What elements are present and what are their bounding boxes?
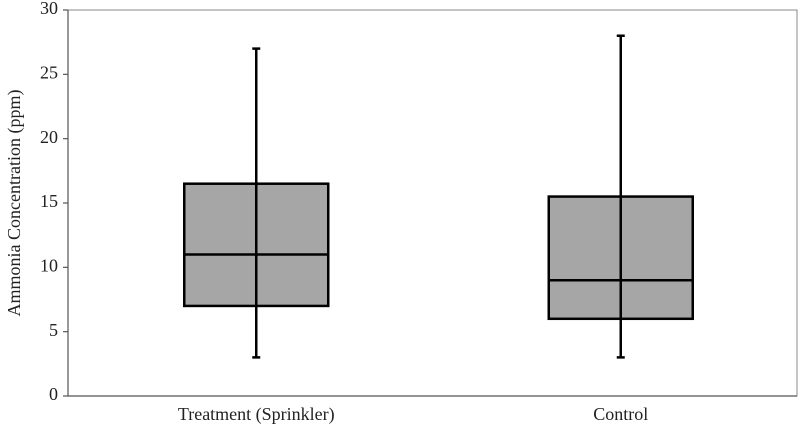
y-tick-label: 0 bbox=[49, 384, 58, 404]
y-tick-label: 30 bbox=[40, 0, 58, 18]
x-tick-label: Control bbox=[593, 404, 648, 424]
y-tick-label: 10 bbox=[40, 255, 58, 275]
y-tick-label: 5 bbox=[49, 320, 58, 340]
y-tick-label: 15 bbox=[40, 191, 58, 211]
y-axis-label: Ammonia Concentration (ppm) bbox=[4, 90, 25, 317]
y-tick-label: 20 bbox=[40, 127, 58, 147]
x-tick-label: Treatment (Sprinkler) bbox=[178, 404, 335, 425]
y-tick-label: 25 bbox=[40, 62, 58, 82]
